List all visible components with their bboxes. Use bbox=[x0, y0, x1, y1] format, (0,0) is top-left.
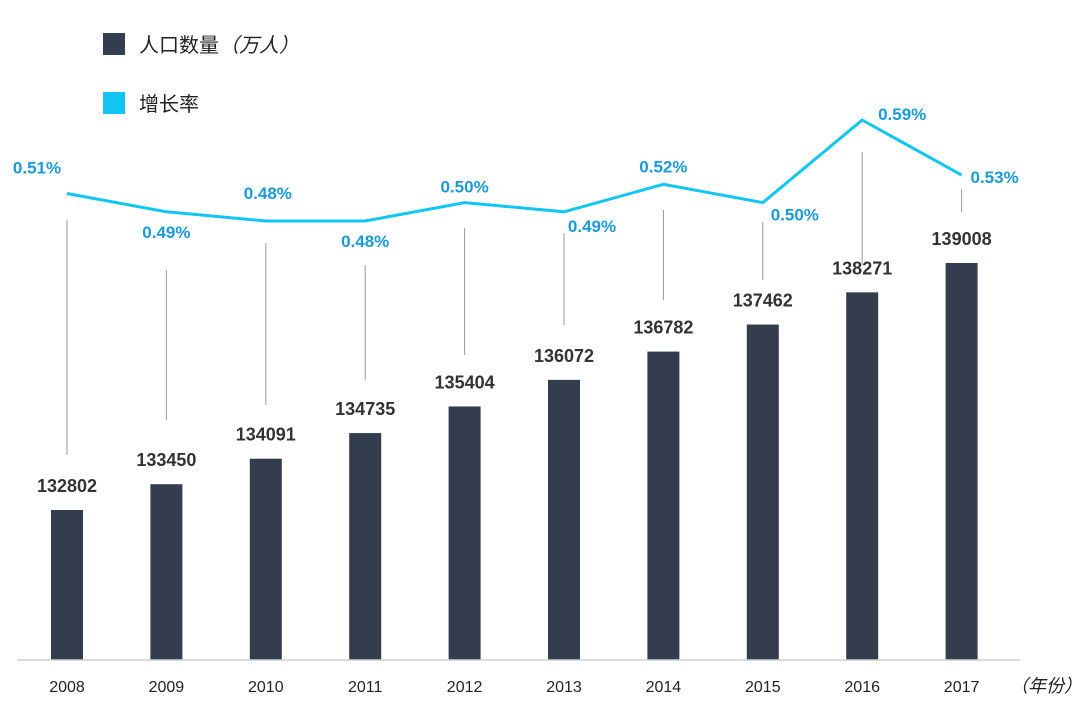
rate-label-2014: 0.52% bbox=[639, 157, 687, 176]
bar-2017 bbox=[945, 263, 978, 660]
x-tick-label-2017: 2017 bbox=[944, 679, 980, 696]
legend-item-population: 人口数量（万人） bbox=[103, 29, 299, 58]
bar-label-2008: 132802 bbox=[37, 476, 97, 496]
x-tick-label-2008: 2008 bbox=[49, 679, 85, 696]
rate-label-2011: 0.48% bbox=[341, 232, 389, 251]
x-tick-label-2013: 2013 bbox=[546, 679, 582, 696]
rate-label-2012: 0.50% bbox=[440, 178, 488, 197]
x-axis-label: （年份） bbox=[1010, 676, 1080, 697]
rate-label-2013: 0.49% bbox=[568, 217, 616, 236]
bar-2012 bbox=[448, 406, 481, 660]
bar-2010 bbox=[249, 458, 282, 660]
legend-label-population: 人口数量（万人） bbox=[139, 33, 299, 57]
bar-label-2014: 136782 bbox=[633, 318, 693, 338]
growth-rate-line bbox=[66, 118, 963, 223]
bar-2013 bbox=[548, 379, 580, 660]
x-tick-label-2011: 2011 bbox=[348, 679, 383, 696]
bar-2015 bbox=[746, 324, 779, 660]
bar-2014 bbox=[647, 351, 680, 660]
bar-label-2015: 137462 bbox=[733, 291, 793, 311]
bar-label-2016: 138271 bbox=[832, 258, 892, 278]
rate-label-2010: 0.48% bbox=[244, 184, 292, 203]
bar-label-2009: 133450 bbox=[136, 450, 196, 470]
legend-item-growth: 增长率 bbox=[103, 88, 199, 117]
bar-label-2011: 134735 bbox=[335, 399, 395, 419]
bar-label-2012: 135404 bbox=[435, 372, 495, 392]
bar-label-2013: 136072 bbox=[534, 346, 594, 366]
legend-swatch-growth bbox=[103, 91, 125, 114]
x-tick-label-2014: 2014 bbox=[646, 679, 682, 696]
rate-label-2016: 0.59% bbox=[878, 105, 926, 124]
x-tick-label-2009: 2009 bbox=[149, 679, 185, 696]
bar-label-2010: 134091 bbox=[236, 425, 296, 445]
x-tick-label-2015: 2015 bbox=[745, 679, 781, 696]
bar-2011 bbox=[349, 433, 382, 660]
rate-label-2017: 0.53% bbox=[970, 168, 1018, 187]
x-tick-label-2010: 2010 bbox=[248, 679, 284, 696]
bar-2016 bbox=[846, 292, 879, 660]
rate-label-2009: 0.49% bbox=[142, 223, 190, 242]
x-tick-label-2012: 2012 bbox=[447, 679, 483, 696]
rate-label-2008: 0.51% bbox=[13, 158, 61, 177]
legend-label-growth: 增长率 bbox=[139, 92, 199, 116]
bar-2009 bbox=[150, 484, 183, 660]
legend-swatch-population bbox=[103, 32, 125, 55]
x-tick-label-2016: 2016 bbox=[844, 679, 880, 696]
rate-label-2015: 0.50% bbox=[771, 206, 819, 225]
bar-2008 bbox=[51, 510, 83, 660]
bar-label-2017: 139008 bbox=[932, 229, 992, 249]
